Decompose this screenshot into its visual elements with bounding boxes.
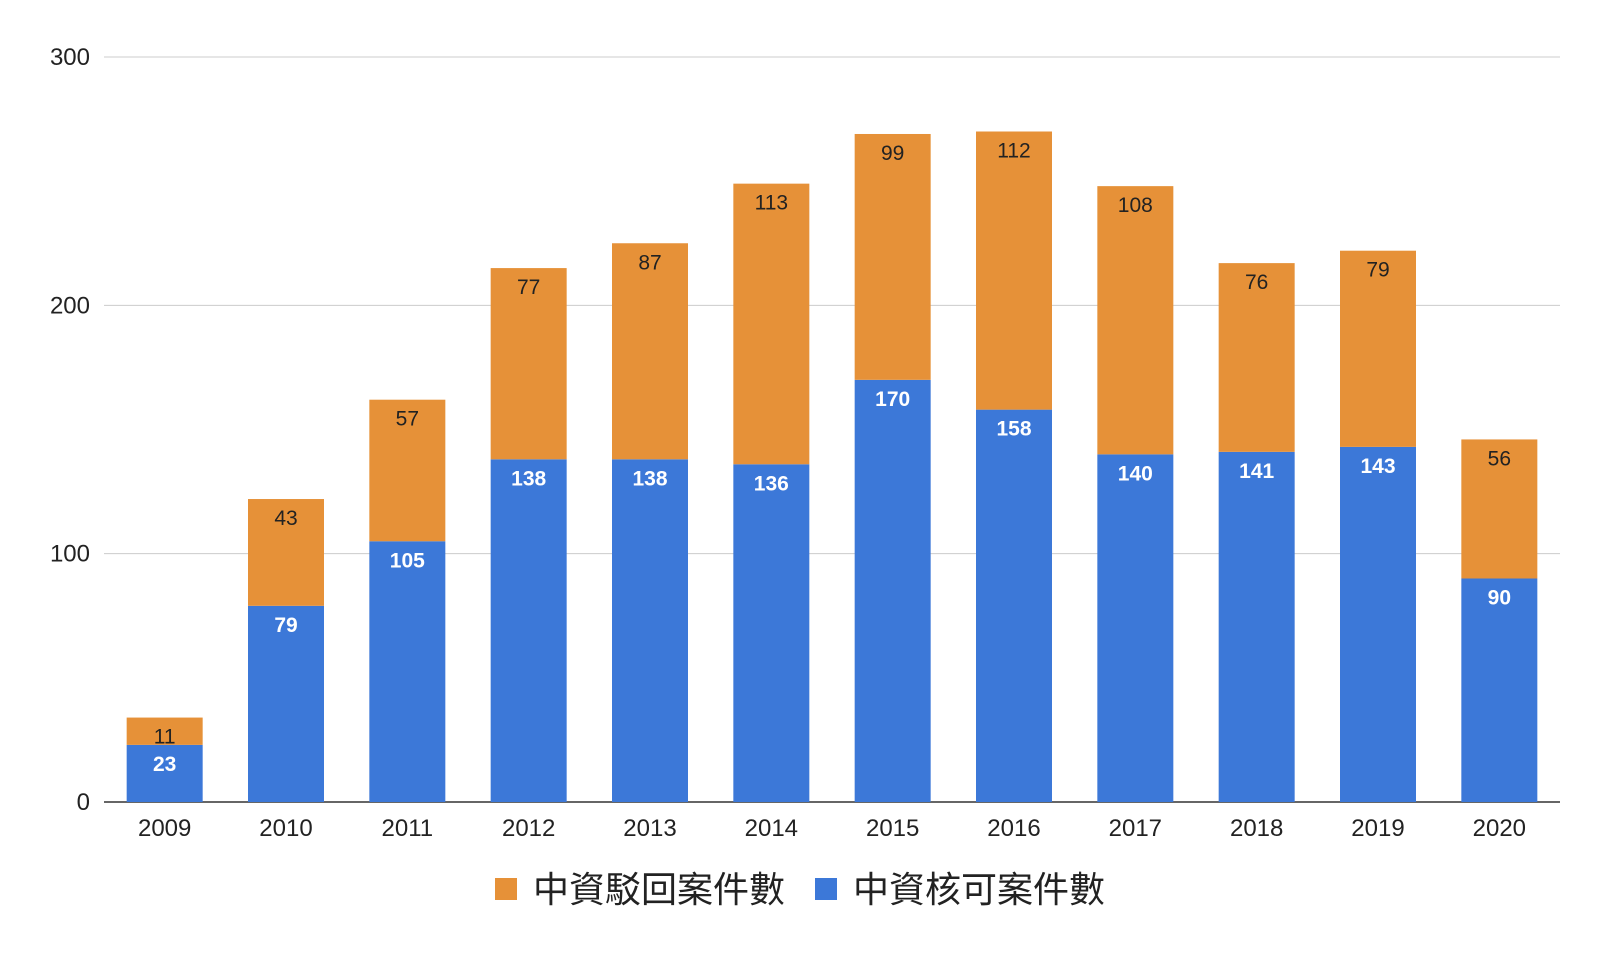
bar-rejected-2014 [733,183,810,465]
bar-approved-2014 [733,464,810,802]
bar-rejected-2011 [369,399,446,542]
bar-approved-2020 [1461,578,1538,802]
bar-rejected-2013 [612,243,688,460]
data-label-approved-2010: 79 [274,614,297,637]
bar-approved-2011 [369,541,446,802]
bar-rejected-2019 [1340,250,1416,447]
bar-rejected-2009 [126,717,203,745]
bar-approved-2018 [1218,451,1295,802]
y-tick-label: 200 [50,292,90,319]
data-label-rejected-2016: 112 [997,140,1030,163]
legend-swatch [815,878,837,900]
data-label-approved-2019: 143 [1360,455,1395,478]
bar-approved-2017 [1097,454,1174,802]
x-tick-label: 2011 [382,815,434,842]
data-labels: 23 11 79 43 105 57 138 77 138 87 136 113 170 99 158 112… [153,140,1511,776]
bar-approved-2010 [248,605,324,802]
data-label-approved-2014: 136 [754,472,789,495]
data-label-rejected-2020: 56 [1488,447,1511,470]
x-tick-label: 2013 [623,815,676,842]
y-tick-label: 300 [50,44,90,71]
bar-rejected-2018 [1218,263,1295,452]
bar-approved-2015 [854,379,931,802]
x-tick-label: 2015 [866,815,919,842]
data-label-rejected-2017: 108 [1118,194,1153,217]
data-label-approved-2017: 140 [1118,462,1153,485]
y-tick-label: 0 [77,789,90,816]
bar-rejected-2020 [1461,439,1538,579]
data-label-approved-2013: 138 [632,467,667,490]
bar-rejected-2017 [1097,186,1174,455]
bars [126,131,1538,802]
legend-item: 中資核可案件數 [815,869,1105,910]
bar-approved-2013 [612,459,688,802]
x-tick-label: 2019 [1351,815,1404,842]
data-label-rejected-2013: 87 [638,251,661,274]
x-tick-label: 2020 [1473,815,1526,842]
data-label-rejected-2015: 99 [881,142,904,165]
bar-approved-2016 [976,409,1052,802]
legend: 中資駁回案件數 中資核可案件數 [495,869,1105,910]
bar-approved-2019 [1340,446,1416,802]
bar-rejected-2010 [248,499,324,606]
data-label-approved-2009: 23 [153,753,176,776]
data-label-rejected-2018: 76 [1245,271,1268,294]
y-axis-ticks: 0 100 200 300 [50,44,90,816]
x-tick-label: 2016 [987,815,1040,842]
data-label-approved-2015: 170 [875,388,910,411]
data-label-approved-2018: 141 [1239,460,1274,483]
data-label-approved-2011: 105 [390,549,425,572]
data-label-approved-2020: 90 [1488,587,1511,610]
data-label-rejected-2010: 43 [274,507,297,530]
gridlines [104,56,1560,803]
bar-rejected-2016 [976,131,1052,410]
y-tick-label: 100 [50,541,90,568]
legend-label: 中資駁回案件數 [533,869,785,910]
legend-label: 中資核可案件數 [853,869,1105,910]
x-tick-label: 2010 [259,815,312,842]
bar-approved-2009 [126,744,203,802]
legend-item: 中資駁回案件數 [495,869,785,910]
data-label-rejected-2009: 11 [154,726,176,749]
x-tick-label: 2014 [745,815,798,842]
bar-rejected-2012 [490,268,567,460]
legend-swatch [495,878,517,900]
bar-rejected-2015 [854,133,931,380]
data-label-rejected-2011: 57 [396,408,419,431]
x-axis-ticks: 2009 2010 2011 2012 2013 2014 2015 2016 2017 2018… [138,815,1526,842]
data-label-approved-2012: 138 [511,467,546,490]
x-tick-label: 2012 [502,815,555,842]
data-label-approved-2016: 158 [996,418,1031,441]
x-tick-label: 2017 [1109,815,1162,842]
data-label-rejected-2012: 77 [517,276,540,299]
data-label-rejected-2014: 113 [755,192,788,215]
bar-approved-2012 [490,459,567,802]
x-tick-label: 2018 [1230,815,1283,842]
x-tick-label: 2009 [138,815,191,842]
data-label-rejected-2019: 79 [1366,259,1389,282]
